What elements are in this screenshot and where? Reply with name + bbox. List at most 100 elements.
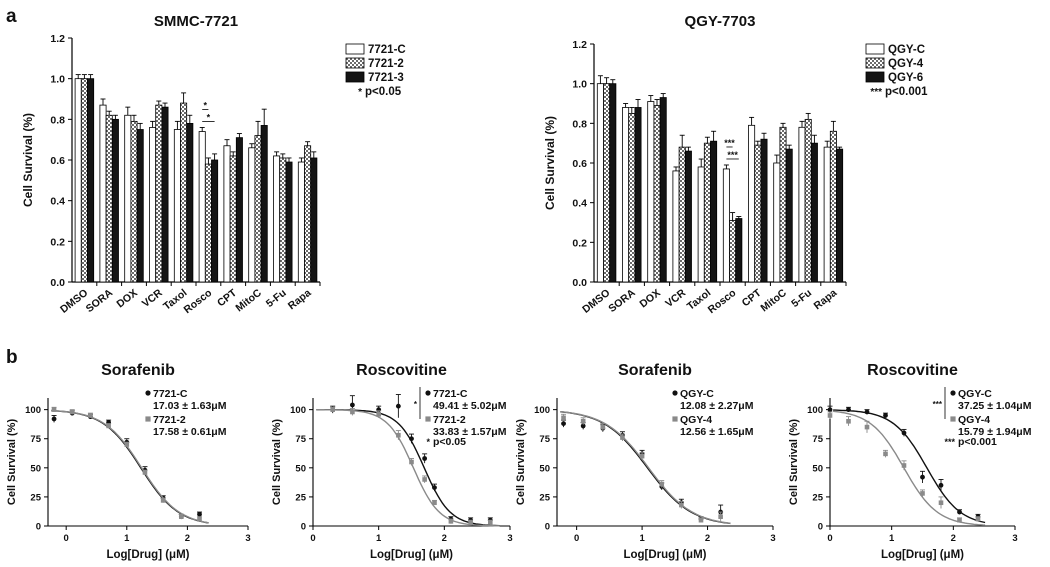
significance-label: p<0.001 [885,86,928,98]
significance-stars: *** [724,138,735,148]
data-point [864,409,870,415]
y-tick-label: 0.4 [50,196,65,208]
chart-title: Roscovitine [867,362,958,379]
y-tick-label: 50 [812,463,823,474]
significance-symbol: * [426,437,430,447]
data-point [197,516,202,522]
legend-marker [145,416,151,422]
bar [74,78,82,283]
x-tick-label: Rosco [706,287,739,316]
data-point [901,463,907,468]
data-point [957,509,962,515]
bar [173,129,181,283]
data-point [422,456,428,461]
bar [697,166,705,283]
y-tick-label: 25 [539,492,550,503]
significance-symbol: *** [944,437,955,447]
chart-title: Sorafenib [618,362,692,379]
bar [155,104,163,283]
bar [603,83,611,283]
legend-marker [672,416,678,422]
chart-curve-sora-qgy: Sorafenib Cell Survival (%) Log[Drug] (μM)… [515,362,776,561]
bar [124,114,132,283]
y-tick-label: 50 [539,463,550,474]
bar [248,147,256,283]
x-axis-title: Log[Drug] (μM) [623,549,706,561]
x-tick-label: 2 [442,533,447,544]
chart-title: Sorafenib [101,362,175,379]
data-point [846,418,851,424]
data-point [846,407,851,413]
bar [628,113,636,283]
data-point [69,409,75,415]
legend-value: 17.58 ± 0.61μM [153,426,227,438]
y-tick-label: 0 [36,522,41,533]
x-tick-label: 0 [574,533,579,544]
x-tick-label: 1 [889,533,895,544]
x-axis-title: Log[Drug] (μM) [370,549,453,561]
data-point [957,517,962,523]
bar [760,138,768,283]
bar [798,126,806,283]
legend-marker [425,390,431,396]
data-point [106,423,111,429]
data-point [639,453,645,459]
x-tick-label: SORA [606,287,638,315]
x-axis-title: Log[Drug] (μM) [106,549,189,561]
x-tick-label: 5-Fu [264,287,289,310]
legend-value: 49.41 ± 5.02μM [433,400,507,412]
data-point [376,411,381,417]
data-point [920,491,925,496]
bar [748,124,756,283]
chart-curve-rosco-qgy: Roscovitine Cell Survival (%) Log[Drug] (μ… [788,362,1032,561]
chart-bar-smmc: SMMC-7721 Cell Survival (%) 0.0 0.2 0.4 0.6 0.… [21,13,406,316]
data-point [938,482,944,488]
bar [634,107,642,283]
bar [729,220,737,283]
data-point [448,519,454,524]
legend-swatch [865,43,885,55]
x-tick-label: DOX [638,287,663,310]
bar [310,157,318,283]
legend-label: QGY-C [680,388,714,400]
y-axis-title: Cell Survival (%) [788,419,800,506]
bar [678,146,686,283]
data-point [827,413,833,418]
bar [804,118,812,283]
bar [211,159,219,283]
bar [161,106,169,283]
y-tick-label: 100 [25,405,41,416]
chart-curve-rosco-7721: Roscovitine Cell Survival (%) Log[Drug] (μ… [271,362,513,561]
bar [180,102,188,283]
data-point [350,402,355,408]
x-tick-label: MitoC [758,287,789,315]
legend-swatch [345,57,365,69]
legend-marker [145,390,151,396]
bar [622,107,630,283]
data-point [883,451,888,457]
legend-label: 7721-3 [368,72,404,84]
bar [111,118,119,283]
significance-stars: * [207,112,211,122]
data-point [51,407,57,412]
y-tick-label: 0.0 [572,277,587,289]
bar [229,155,237,283]
y-tick-label: 50 [295,463,306,474]
y-axis-title: Cell Survival (%) [271,419,283,506]
y-tick-label: 1.0 [572,79,587,91]
y-tick-label: 1.2 [572,39,587,51]
legend-marker [950,390,956,396]
legend-label: QGY-C [888,44,925,56]
significance-symbol: *** [870,87,882,98]
legend-label: 7721-C [153,388,188,400]
y-tick-label: 75 [295,434,306,445]
legend-label: QGY-6 [888,72,923,84]
x-tick-label: VCR [140,287,165,310]
x-tick-label: 0 [827,533,832,544]
bar [659,97,667,283]
data-point [938,500,944,506]
data-point [600,424,606,430]
data-point [827,407,833,413]
data-point [561,415,566,421]
bar [260,125,268,283]
